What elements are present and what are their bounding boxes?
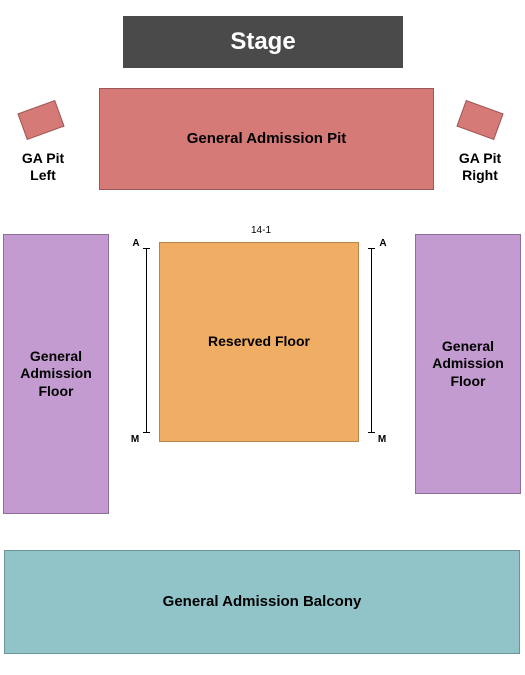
label-row-m-left: M [129, 434, 141, 446]
section-reserved-floor[interactable]: Reserved Floor [159, 242, 359, 442]
section-label-reserved-floor: Reserved Floor [208, 333, 310, 351]
axis-right-tick-top [368, 248, 375, 249]
label-ga-pit-right-label: GA Pit Right [450, 150, 510, 184]
axis-left [146, 248, 147, 433]
section-label-ga-floor-left: General Admission Floor [20, 348, 92, 401]
section-ga-floor-right[interactable]: General Admission Floor [415, 234, 521, 494]
section-ga-pit[interactable]: General Admission Pit [99, 88, 434, 190]
axis-right-tick-bot [368, 432, 375, 433]
section-ga-pit-right-shape[interactable] [456, 100, 503, 140]
section-label-stage: Stage [230, 27, 295, 57]
section-ga-pit-left-shape[interactable] [17, 100, 64, 140]
axis-right [371, 248, 372, 433]
section-ga-balcony[interactable]: General Admission Balcony [4, 550, 520, 654]
section-ga-floor-left[interactable]: General Admission Floor [3, 234, 109, 514]
section-stage[interactable]: Stage [123, 16, 403, 68]
label-row-m-right: M [376, 434, 388, 446]
label-seat-range-top: 14-1 [246, 225, 276, 237]
label-row-a-left: A [131, 238, 141, 250]
axis-left-tick-bot [143, 432, 150, 433]
section-label-ga-pit: General Admission Pit [187, 130, 347, 149]
label-row-a-right: A [378, 238, 388, 250]
section-label-ga-balcony: General Admission Balcony [163, 593, 362, 612]
label-ga-pit-left-label: GA Pit Left [13, 150, 73, 184]
axis-left-tick-top [143, 248, 150, 249]
section-label-ga-floor-right: General Admission Floor [432, 338, 504, 391]
